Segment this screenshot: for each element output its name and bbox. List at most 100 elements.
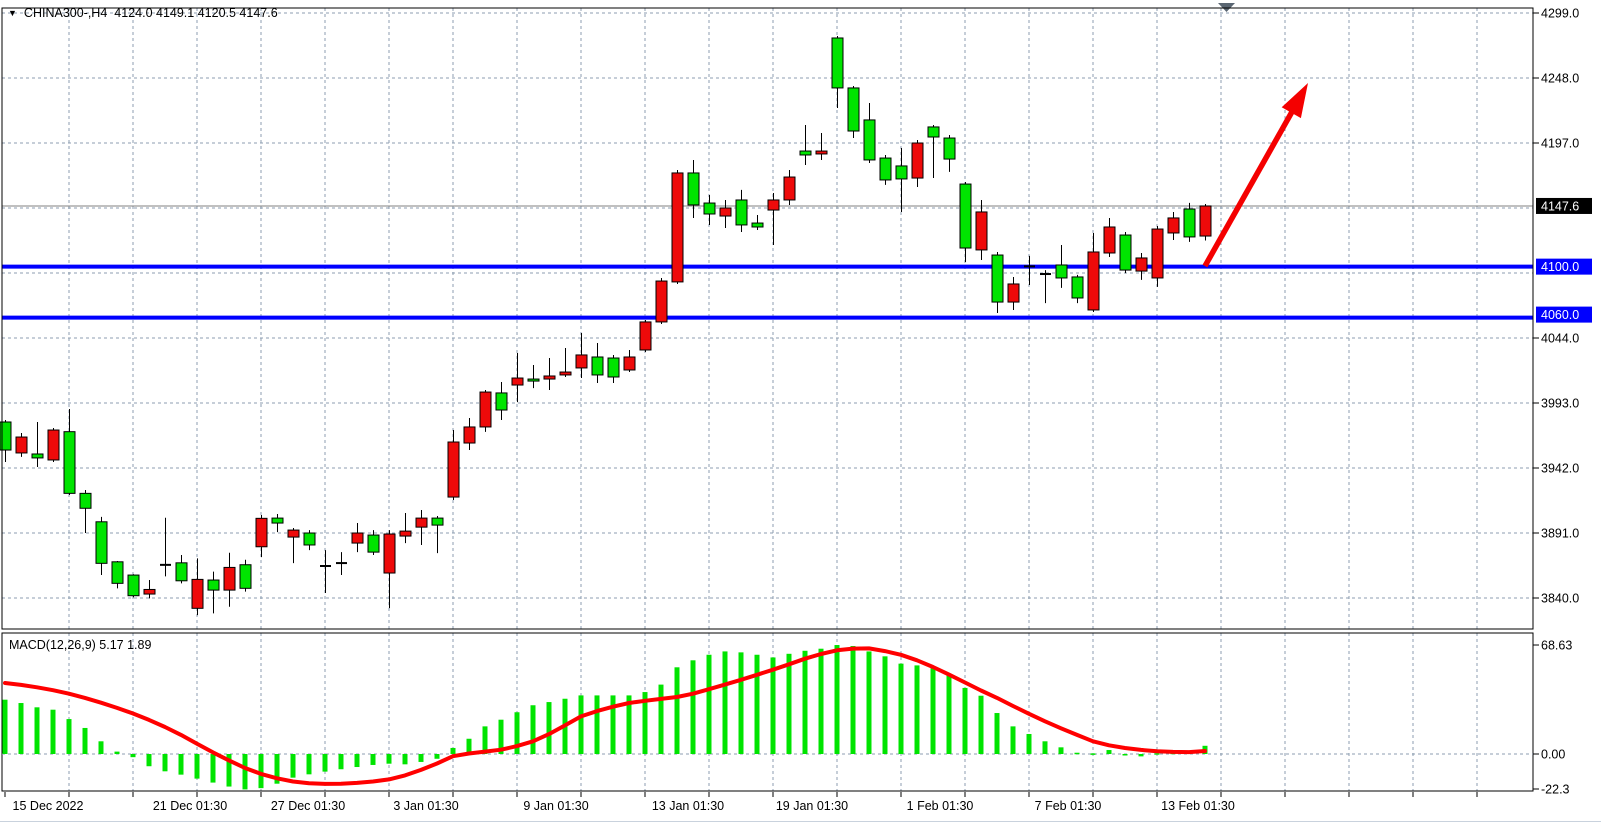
macd-histogram-bar — [386, 754, 392, 764]
support-price-label-box[interactable] — [1536, 306, 1592, 323]
price-axis-label[interactable]: 3993.0 — [1541, 397, 1579, 411]
time-axis-label[interactable]: 19 Jan 01:30 — [776, 799, 848, 813]
macd-histogram-bar — [162, 754, 168, 772]
current-price-label: 4147.6 — [1541, 199, 1579, 213]
bull-candle — [559, 371, 572, 376]
price-axis-label[interactable]: 3891.0 — [1541, 527, 1579, 541]
bear-candle — [31, 453, 44, 459]
macd-histogram-bar — [946, 673, 952, 754]
macd-histogram-bar — [34, 707, 40, 754]
macd-histogram-bar — [50, 709, 56, 754]
bear-candle — [303, 532, 316, 546]
time-axis-label[interactable]: 21 Dec 01:30 — [153, 799, 227, 813]
bear-candle — [799, 150, 812, 156]
bear-candle — [879, 157, 892, 181]
macd-histogram-bar — [610, 695, 616, 754]
macd-axis-label[interactable]: 0.00 — [1541, 748, 1565, 762]
bull-candle — [399, 530, 412, 537]
macd-axis-label[interactable]: 68.63 — [1541, 639, 1572, 653]
macd-histogram-bar — [898, 663, 904, 754]
bear-candle — [495, 392, 508, 411]
macd-histogram-bar — [466, 738, 472, 754]
macd-histogram-bar — [258, 754, 264, 789]
bear-candle — [831, 37, 844, 89]
price-axis-label[interactable]: 3840.0 — [1541, 592, 1579, 606]
macd-axis-label[interactable]: -22.3 — [1541, 783, 1570, 797]
indicator-label: MACD(12,26,9) 5.17 1.89 — [9, 638, 152, 652]
time-axis-label[interactable]: 13 Jan 01:30 — [652, 799, 724, 813]
bear-candle — [271, 517, 284, 524]
time-axis-label[interactable]: 9 Jan 01:30 — [523, 799, 588, 813]
macd-histogram-bar — [1074, 752, 1080, 755]
bull-candle — [479, 391, 492, 428]
macd-histogram-bar — [434, 754, 440, 759]
time-axis-label[interactable]: 3 Jan 01:30 — [393, 799, 458, 813]
bear-candle — [527, 378, 540, 382]
time-axis-label[interactable]: 15 Dec 2022 — [13, 799, 84, 813]
macd-histogram-bar — [1090, 753, 1096, 755]
bull-candle — [671, 172, 684, 283]
macd-histogram-bar — [690, 660, 696, 754]
bull-candle — [655, 280, 668, 323]
bull-candle — [15, 436, 28, 454]
macd-histogram-bar — [1122, 754, 1128, 756]
macd-histogram-bar — [658, 684, 664, 754]
macd-histogram-bar — [770, 657, 776, 754]
bear-candle — [591, 356, 604, 376]
macd-histogram-bar — [578, 695, 584, 754]
macd-histogram-bar — [962, 687, 968, 754]
price-axis-label[interactable]: 4044.0 — [1541, 332, 1579, 346]
macd-histogram-bar — [546, 702, 552, 754]
macd-histogram-bar — [818, 648, 824, 754]
bull-candle — [1167, 217, 1180, 234]
macd-histogram-bar — [642, 692, 648, 754]
macd-histogram-bar — [322, 754, 328, 772]
macd-histogram-bar — [242, 754, 248, 790]
price-axis-label[interactable]: 4299.0 — [1541, 7, 1579, 21]
macd-histogram-bar — [802, 650, 808, 754]
macd-histogram-bar — [178, 754, 184, 775]
bull-candle — [47, 429, 60, 461]
bear-candle — [607, 357, 620, 378]
price-axis-label[interactable]: 4248.0 — [1541, 72, 1579, 86]
macd-histogram-bar — [1058, 747, 1064, 754]
macd-histogram-bar — [738, 652, 744, 754]
time-axis-label[interactable]: 13 Feb 01:30 — [1161, 799, 1235, 813]
bull-candle — [623, 356, 636, 371]
macd-histogram-bar — [1026, 733, 1032, 754]
macd-histogram-bar — [482, 726, 488, 754]
trend-arrow-head[interactable] — [1281, 83, 1308, 119]
bull-candle — [975, 211, 988, 251]
bull-candle — [255, 517, 268, 548]
time-axis-label[interactable]: 27 Dec 01:30 — [271, 799, 345, 813]
symbol-dropdown-icon[interactable]: ▼ — [8, 8, 17, 18]
macd-histogram-bar — [530, 705, 536, 754]
bear-candle — [927, 126, 940, 138]
macd-histogram-bar — [418, 754, 424, 762]
macd-histogram-bar — [978, 695, 984, 754]
symbol-period-label: CHINA300-,H4 — [23, 6, 108, 20]
macd-signal-line — [3, 646, 1207, 786]
time-axis-label[interactable]: 1 Feb 01:30 — [907, 799, 974, 813]
macd-histogram-bar — [754, 654, 760, 754]
price-axis-label[interactable]: 4197.0 — [1541, 137, 1579, 151]
macd-histogram-bar — [370, 754, 376, 765]
macd-histogram-bar — [402, 754, 408, 765]
macd-histogram-bar — [626, 695, 632, 754]
bear-candle — [63, 431, 76, 494]
bear-candle — [1071, 276, 1084, 299]
bear-candle — [895, 165, 908, 180]
bull-candle — [463, 426, 476, 444]
bull-candle — [383, 533, 396, 574]
time-axis-label[interactable]: 7 Feb 01:30 — [1035, 799, 1102, 813]
support-price-label-box[interactable] — [1536, 258, 1592, 275]
bear-candle — [175, 562, 188, 582]
support-price-label: 4060.0 — [1541, 308, 1579, 322]
price-axis-label[interactable]: 3942.0 — [1541, 462, 1579, 476]
trend-arrow-line[interactable] — [1202, 108, 1296, 268]
macd-histogram-bar — [514, 712, 520, 754]
macd-histogram-bar — [2, 699, 8, 754]
